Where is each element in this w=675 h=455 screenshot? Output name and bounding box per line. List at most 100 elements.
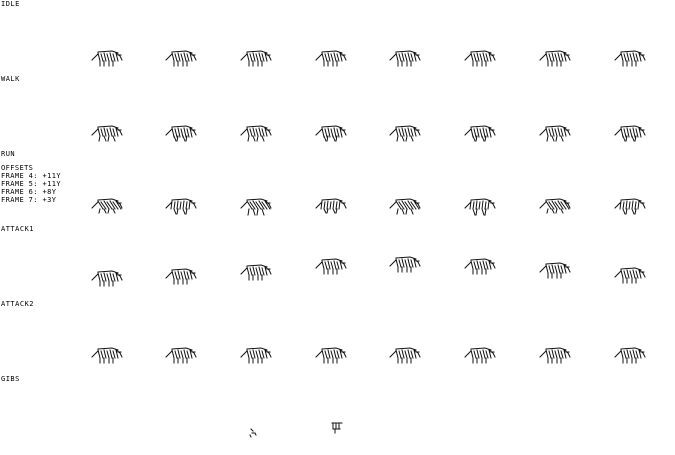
sprite-walk-2 (240, 125, 272, 142)
offset-line-frame-6: FRAME 6: +8y (1, 188, 57, 196)
sprite-frame-run-0 (78, 188, 138, 228)
sprite-strokes-walk-4 (389, 125, 421, 142)
sprite-idle-2 (240, 50, 272, 67)
sprite-strokes-gibs-1 (331, 422, 343, 434)
sprite-frame-attack1-1 (152, 260, 212, 300)
sprite-strokes-idle-5 (464, 50, 496, 67)
sprite-frame-run-7 (601, 188, 661, 228)
row-label-run: RUN (1, 150, 16, 158)
sprite-strokes-attack1-2 (240, 264, 272, 281)
sprite-run-5 (464, 198, 496, 216)
row-label-walk: WALK (1, 75, 20, 83)
sprite-frame-attack1-6 (526, 260, 586, 300)
sprite-frame-walk-1 (152, 115, 212, 155)
sprite-frame-attack1-3 (302, 258, 362, 300)
sprite-strokes-attack2-5 (464, 347, 496, 364)
sprite-attack2-5 (464, 347, 496, 364)
sprite-gibs-1 (331, 422, 343, 434)
sprite-strokes-idle-7 (614, 50, 646, 67)
sprite-strokes-idle-6 (539, 50, 571, 67)
sprite-strokes-attack1-5 (464, 258, 496, 275)
sprite-frame-run-1 (152, 188, 212, 228)
sprite-strokes-walk-3 (315, 125, 347, 142)
sprite-frame-idle-4 (376, 40, 436, 80)
sprite-attack2-2 (240, 347, 272, 364)
sprite-frame-walk-3 (302, 115, 362, 155)
sprite-gibs-0 (249, 428, 257, 438)
sprite-attack2-6 (539, 347, 571, 364)
sprite-frame-walk-0 (78, 115, 138, 155)
sprite-strokes-walk-5 (464, 125, 496, 142)
row-label-idle: IDLE (1, 0, 20, 8)
sprite-attack1-1 (165, 268, 197, 285)
sprite-strokes-run-6 (539, 198, 571, 214)
sprite-strokes-attack2-7 (614, 347, 646, 364)
sprite-attack1-7 (614, 267, 646, 284)
sprite-walk-3 (315, 125, 347, 142)
offsets-title: OFFSETS (1, 164, 34, 172)
sprite-strokes-run-3 (315, 198, 347, 214)
sprite-strokes-attack2-2 (240, 347, 272, 364)
sprite-frame-attack1-2 (227, 260, 287, 300)
sprite-run-6 (539, 198, 571, 214)
sprite-strokes-attack1-7 (614, 267, 646, 284)
offset-line-frame-5: FRAME 5: +11y (1, 180, 61, 188)
sprite-frame-attack2-6 (526, 337, 586, 377)
sprite-strokes-walk-0 (91, 125, 123, 142)
sprite-frame-idle-3 (302, 40, 362, 80)
row-label-attack2: ATTACK2 (1, 300, 35, 308)
sprite-frame-attack2-3 (302, 337, 362, 377)
sprite-strokes-attack2-4 (389, 347, 421, 364)
sprite-attack1-3 (315, 258, 347, 275)
sprite-idle-0 (91, 50, 123, 67)
sprite-idle-5 (464, 50, 496, 67)
sprite-frame-idle-2 (227, 40, 287, 80)
sprite-frame-walk-5 (451, 115, 511, 155)
sprite-frame-attack2-2 (227, 337, 287, 377)
sprite-frame-gibs-0 (235, 415, 295, 455)
sprite-attack2-4 (389, 347, 421, 364)
sprite-strokes-attack1-1 (165, 268, 197, 285)
sprite-frame-walk-2 (227, 115, 287, 155)
sprite-walk-1 (165, 125, 197, 142)
sprite-attack2-1 (165, 347, 197, 364)
sprite-strokes-attack2-3 (315, 347, 347, 364)
sprite-frame-attack1-5 (451, 258, 511, 300)
sprite-frame-run-4 (376, 188, 436, 228)
sprite-walk-5 (464, 125, 496, 142)
sprite-strokes-walk-1 (165, 125, 197, 142)
sprite-attack1-6 (539, 262, 571, 279)
sprite-strokes-run-4 (389, 198, 421, 215)
sprite-strokes-idle-3 (315, 50, 347, 67)
sprite-attack2-7 (614, 347, 646, 364)
sprite-strokes-idle-4 (389, 50, 421, 67)
sprite-frame-idle-5 (451, 40, 511, 80)
sprite-strokes-idle-1 (165, 50, 197, 67)
sprite-strokes-run-0 (91, 198, 123, 214)
sprite-frame-walk-4 (376, 115, 436, 155)
sprite-strokes-walk-2 (240, 125, 272, 142)
sprite-frame-idle-7 (601, 40, 661, 80)
sprite-walk-7 (614, 125, 646, 142)
sprite-strokes-walk-6 (539, 125, 571, 142)
sprite-frame-attack2-0 (78, 337, 138, 377)
sprite-strokes-run-5 (464, 198, 496, 216)
sprite-attack1-0 (91, 270, 123, 287)
sprite-strokes-attack2-1 (165, 347, 197, 364)
sprite-idle-3 (315, 50, 347, 67)
sprite-run-1 (165, 198, 197, 215)
sprite-frame-run-5 (451, 188, 511, 228)
sprite-strokes-attack2-0 (91, 347, 123, 364)
sprite-idle-7 (614, 50, 646, 67)
sprite-strokes-walk-7 (614, 125, 646, 142)
sprite-strokes-run-7 (614, 198, 646, 215)
sprite-strokes-run-2 (240, 198, 272, 216)
sprite-attack2-3 (315, 347, 347, 364)
sprite-frame-run-3 (302, 188, 362, 228)
sprite-frame-idle-0 (78, 40, 138, 80)
sprite-strokes-gibs-0 (249, 428, 257, 438)
sprite-run-2 (240, 198, 272, 216)
sprite-frame-attack1-0 (78, 260, 138, 300)
row-label-attack1: ATTACK1 (1, 225, 35, 233)
sprite-attack1-4 (389, 256, 421, 273)
